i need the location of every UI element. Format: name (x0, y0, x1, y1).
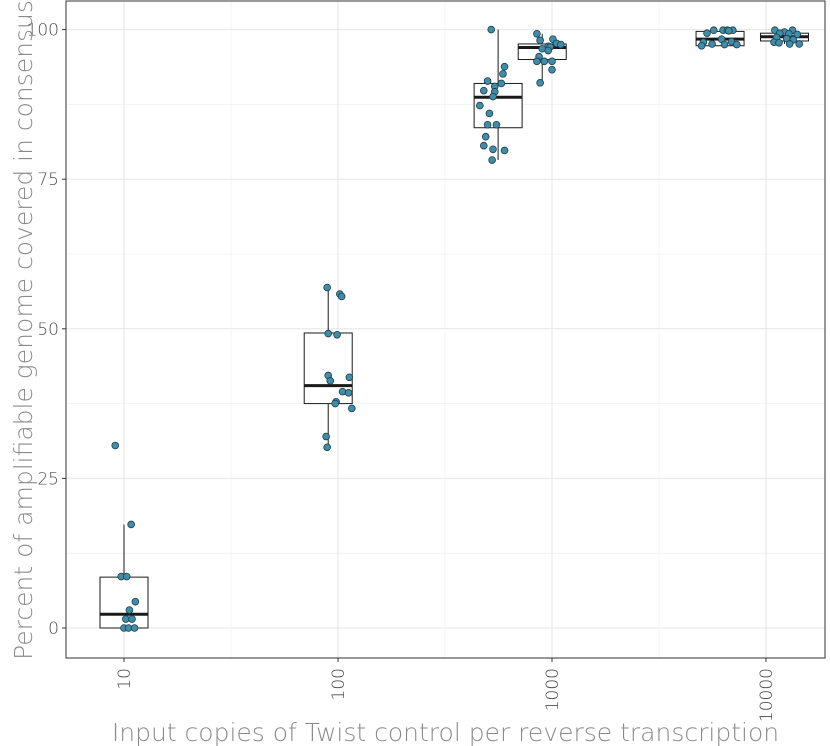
data-point (485, 109, 494, 118)
x-tick-label: 10000 (757, 668, 777, 722)
y-tick-label: 100 (27, 21, 59, 41)
y-tick-label: 75 (37, 170, 59, 190)
data-point (536, 36, 544, 45)
data-point (500, 62, 509, 71)
plot-panel-border (65, 0, 826, 659)
data-point (487, 25, 496, 34)
data-point (785, 40, 794, 48)
data-point (540, 57, 549, 66)
data-point (326, 377, 335, 385)
data-point (345, 373, 354, 382)
data-point (476, 101, 484, 110)
data-point (481, 132, 490, 141)
data-point (483, 120, 492, 129)
data-point (536, 79, 544, 87)
data-point (322, 432, 330, 441)
data-point (732, 40, 741, 49)
boxplot-group (473, 29, 523, 161)
x-tick-label: 10 (115, 668, 135, 690)
data-point (338, 387, 347, 396)
data-point (333, 330, 341, 339)
data-point (697, 41, 706, 50)
data-point (130, 624, 139, 632)
data-point (724, 26, 733, 35)
data-point (131, 597, 140, 606)
data-point (775, 38, 783, 47)
data-point (337, 292, 346, 301)
data-point (708, 40, 716, 48)
data-point (793, 30, 802, 39)
data-point (488, 156, 496, 164)
data-point (533, 57, 541, 66)
data-point (479, 141, 488, 150)
data-point (127, 520, 135, 529)
data-point (548, 65, 556, 74)
data-point (500, 146, 509, 155)
data-point (479, 86, 488, 95)
data-point (323, 283, 331, 292)
data-point (128, 615, 136, 623)
data-point (344, 389, 353, 397)
data-point (709, 26, 718, 34)
data-point (324, 329, 333, 338)
data-point (483, 77, 492, 85)
x-axis-title: Input copies of Twist control per revers… (112, 718, 779, 746)
y-axis-title: Percent of amplifiable genome covered in… (9, 0, 38, 660)
x-tick-label: 1000 (543, 668, 563, 711)
data-point (323, 443, 331, 452)
data-point (331, 399, 339, 408)
data-point (795, 40, 804, 48)
axes: 0 25 50 75 100 10 100 1000 10000 (27, 21, 777, 722)
data-point (533, 29, 541, 38)
data-point (111, 441, 120, 450)
data-point (703, 29, 711, 37)
data-point (489, 92, 497, 101)
data-point (489, 145, 497, 154)
data-point (125, 606, 134, 614)
x-tick-label: 100 (329, 668, 349, 700)
grid-lines (66, 1, 825, 658)
boxplots (99, 29, 809, 629)
data-point (122, 572, 131, 581)
data-point (548, 57, 556, 66)
data-point (497, 79, 506, 88)
y-tick-label: 25 (37, 469, 59, 489)
data-point (492, 120, 501, 129)
data-point (347, 404, 356, 413)
data-point (499, 70, 507, 78)
y-tick-label: 0 (48, 619, 59, 639)
boxplot-group (303, 288, 353, 448)
data-point (720, 40, 729, 49)
data-point (544, 46, 553, 55)
data-point (557, 40, 565, 49)
data-points (111, 25, 804, 632)
y-tick-label: 50 (37, 320, 59, 340)
